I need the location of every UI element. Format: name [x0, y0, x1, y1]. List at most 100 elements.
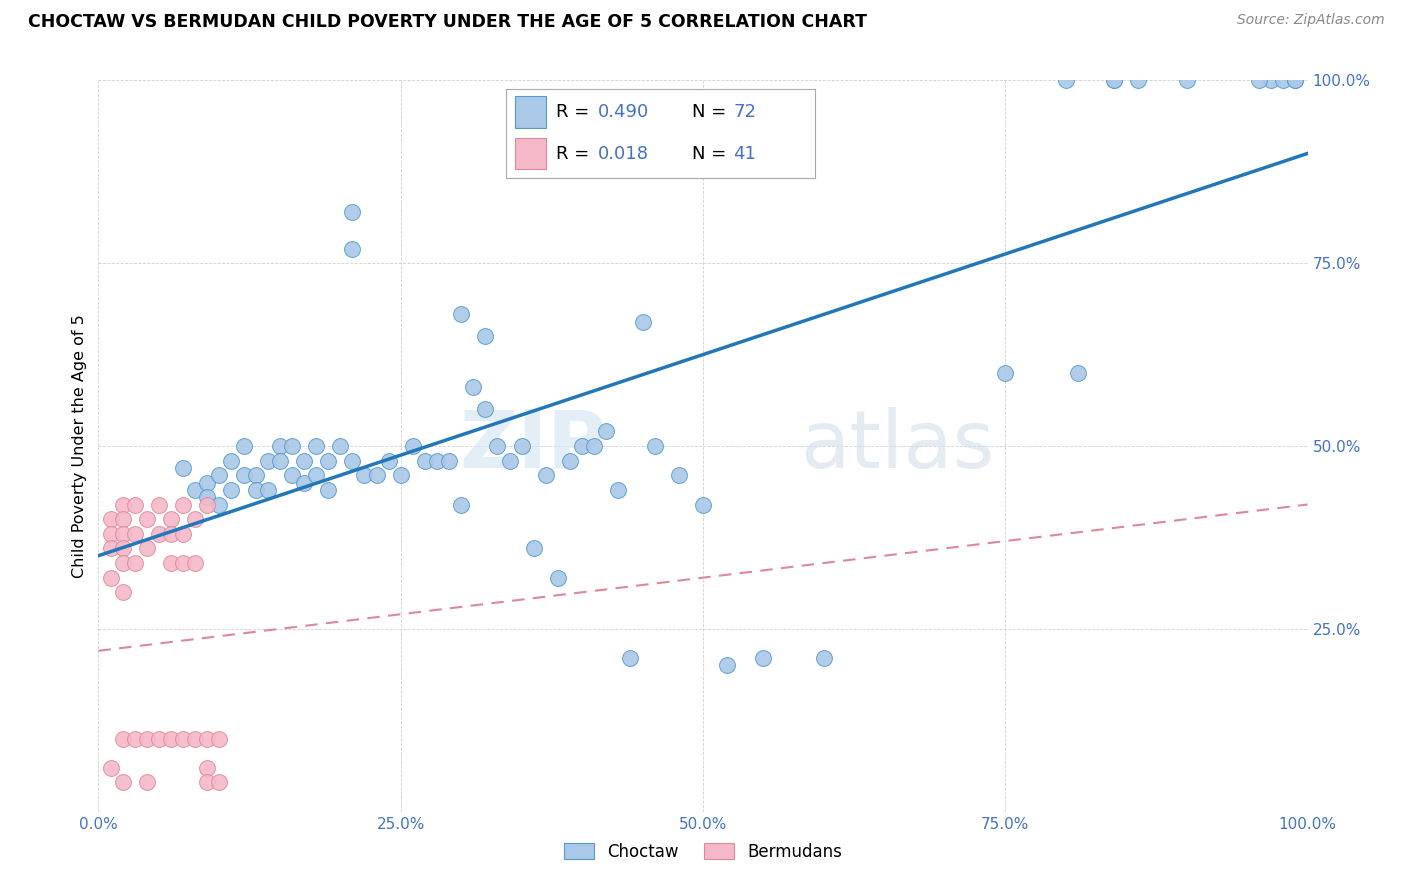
Point	[148, 526, 170, 541]
Point	[111, 498, 134, 512]
Text: atlas: atlas	[800, 407, 994, 485]
Point	[195, 731, 218, 746]
Point	[619, 651, 641, 665]
Text: N =: N =	[692, 145, 731, 163]
Point	[994, 366, 1017, 380]
Point	[172, 498, 194, 512]
Point	[402, 439, 425, 453]
Point	[256, 453, 278, 467]
Point	[195, 761, 218, 775]
Point	[232, 468, 254, 483]
Text: N =: N =	[692, 103, 731, 121]
Point	[232, 439, 254, 453]
Point	[583, 439, 606, 453]
Point	[184, 731, 207, 746]
Point	[437, 453, 460, 467]
Text: 0.490: 0.490	[598, 103, 648, 121]
Point	[208, 775, 231, 789]
Point	[148, 498, 170, 512]
Point	[184, 483, 207, 497]
Point	[813, 651, 835, 665]
Point	[1175, 73, 1198, 87]
Point	[692, 498, 714, 512]
Point	[342, 205, 364, 219]
Point	[135, 541, 157, 556]
Point	[100, 571, 122, 585]
Point	[111, 512, 134, 526]
Point	[366, 468, 388, 483]
Point	[1102, 73, 1125, 87]
Text: R =: R =	[555, 145, 595, 163]
Point	[172, 526, 194, 541]
Point	[100, 512, 122, 526]
Legend: Choctaw, Bermudans: Choctaw, Bermudans	[560, 838, 846, 865]
Point	[316, 483, 339, 497]
Point	[426, 453, 449, 467]
Point	[1284, 73, 1306, 87]
Text: R =: R =	[555, 103, 595, 121]
Point	[281, 468, 304, 483]
Point	[1102, 73, 1125, 87]
Point	[195, 775, 218, 789]
Point	[184, 556, 207, 570]
Point	[281, 439, 304, 453]
Point	[329, 439, 352, 453]
Point	[111, 731, 134, 746]
Point	[547, 571, 569, 585]
Point	[135, 731, 157, 746]
Bar	[516, 96, 547, 128]
Point	[305, 439, 328, 453]
Point	[607, 483, 630, 497]
Point	[316, 453, 339, 467]
Point	[450, 498, 472, 512]
Point	[160, 526, 183, 541]
Point	[111, 775, 134, 789]
Point	[389, 468, 412, 483]
Point	[124, 498, 146, 512]
Point	[100, 541, 122, 556]
Point	[160, 556, 183, 570]
Point	[184, 512, 207, 526]
Point	[292, 475, 315, 490]
Point	[450, 307, 472, 321]
Text: ZIP: ZIP	[458, 407, 606, 485]
Point	[135, 512, 157, 526]
Point	[486, 439, 509, 453]
Point	[111, 526, 134, 541]
Text: 0.018: 0.018	[598, 145, 648, 163]
Point	[571, 439, 593, 453]
Point	[269, 439, 291, 453]
Text: 72: 72	[734, 103, 756, 121]
Point	[305, 468, 328, 483]
Point	[342, 242, 364, 256]
Point	[195, 475, 218, 490]
Point	[172, 731, 194, 746]
Point	[124, 526, 146, 541]
Point	[208, 468, 231, 483]
Point	[1260, 73, 1282, 87]
Point	[668, 468, 690, 483]
Text: CHOCTAW VS BERMUDAN CHILD POVERTY UNDER THE AGE OF 5 CORRELATION CHART: CHOCTAW VS BERMUDAN CHILD POVERTY UNDER …	[28, 13, 868, 31]
Point	[148, 731, 170, 746]
Point	[1067, 366, 1090, 380]
Point	[269, 453, 291, 467]
Point	[413, 453, 436, 467]
Point	[208, 498, 231, 512]
Point	[523, 541, 546, 556]
Point	[100, 526, 122, 541]
Point	[474, 402, 496, 417]
Point	[221, 483, 243, 497]
Point	[245, 468, 267, 483]
Point	[160, 512, 183, 526]
Point	[1272, 73, 1295, 87]
Point	[111, 556, 134, 570]
Point	[111, 541, 134, 556]
Point	[1249, 73, 1271, 87]
Point	[353, 468, 375, 483]
Point	[256, 483, 278, 497]
Point	[463, 380, 485, 394]
Text: Source: ZipAtlas.com: Source: ZipAtlas.com	[1237, 13, 1385, 28]
Point	[160, 731, 183, 746]
Point	[172, 461, 194, 475]
Point	[245, 483, 267, 497]
